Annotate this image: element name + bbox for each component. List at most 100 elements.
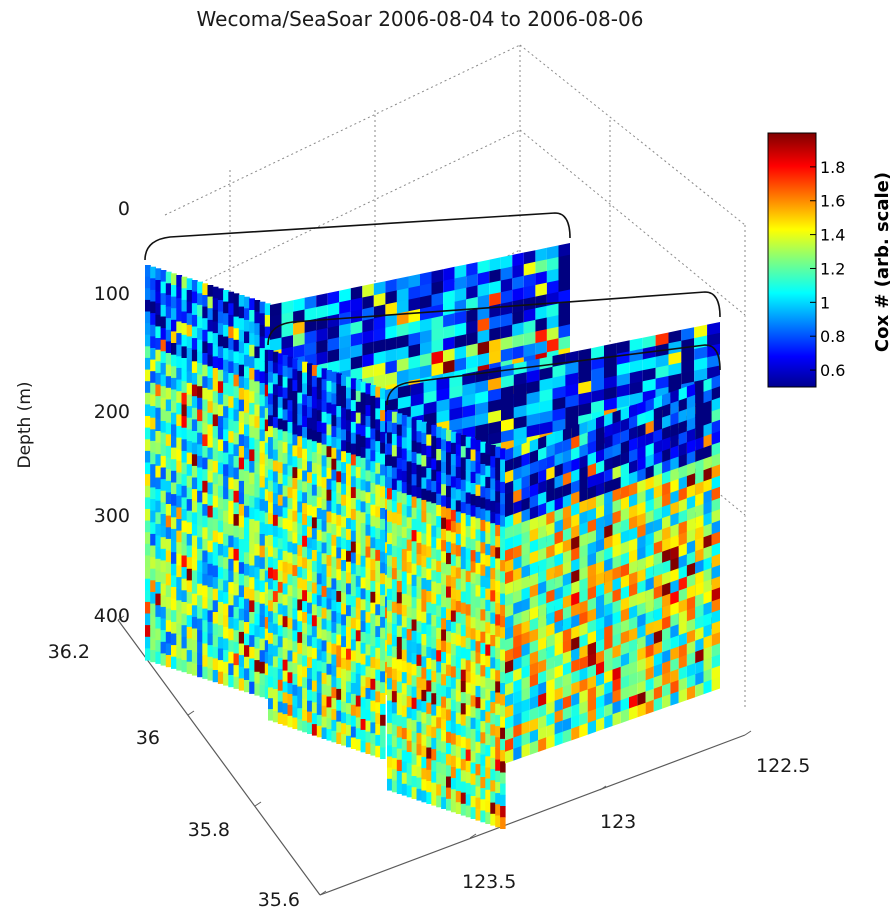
heatmap-cell xyxy=(155,419,162,432)
heatmap-cell xyxy=(489,350,501,365)
heatmap-cell xyxy=(521,597,530,613)
heatmap-cell xyxy=(485,476,491,489)
heatmap-cell xyxy=(505,637,514,652)
heatmap-cell xyxy=(431,626,437,638)
heatmap-cell xyxy=(480,687,486,700)
heatmap-cell xyxy=(612,689,621,704)
heatmap-cell xyxy=(197,409,203,422)
heatmap-cell xyxy=(416,777,422,790)
heatmap-cell xyxy=(485,555,491,567)
heatmap-cell xyxy=(355,456,362,468)
heatmap-cell xyxy=(228,477,235,490)
heatmap-cell xyxy=(431,338,444,354)
curtain-section xyxy=(386,344,721,829)
heatmap-cell xyxy=(277,407,284,420)
heatmap-cell xyxy=(686,573,696,589)
heatmap-cell xyxy=(339,334,351,350)
heatmap-cell xyxy=(223,290,229,303)
heatmap-cell xyxy=(155,605,162,618)
heatmap-cell xyxy=(212,588,219,601)
heatmap-cell xyxy=(341,690,347,703)
heatmap-cell xyxy=(387,767,393,780)
heatmap-cell xyxy=(207,308,214,321)
heatmap-cell xyxy=(637,680,646,695)
heatmap-cell xyxy=(391,758,398,770)
heatmap-cell xyxy=(612,487,621,503)
heatmap-cell xyxy=(176,507,183,520)
heatmap-cell xyxy=(370,504,376,517)
heatmap-cell xyxy=(360,664,367,677)
heatmap-cell xyxy=(145,625,151,638)
heatmap-cell xyxy=(207,401,214,414)
heatmap-cell xyxy=(346,420,352,432)
heatmap-cell xyxy=(264,407,271,421)
heatmap-cell xyxy=(387,600,393,612)
heatmap-cell xyxy=(331,600,337,612)
heatmap-cell xyxy=(596,482,605,498)
heatmap-cell xyxy=(421,466,427,479)
heatmap-cell xyxy=(321,390,328,402)
heatmap-cell xyxy=(612,566,621,581)
heatmap-cell xyxy=(637,579,646,595)
heatmap-cell xyxy=(339,299,351,315)
heatmap-cell xyxy=(431,648,437,661)
heatmap-cell xyxy=(695,459,704,474)
heatmap-cell xyxy=(538,536,547,551)
heatmap-cell xyxy=(181,474,188,487)
heatmap-cell xyxy=(513,372,527,387)
heatmap-cell xyxy=(254,671,261,684)
heatmap-cell xyxy=(212,344,219,357)
heatmap-cell xyxy=(165,399,172,412)
heatmap-cell xyxy=(477,306,490,321)
heatmap-cell xyxy=(401,560,408,573)
heatmap-cell xyxy=(259,301,266,314)
heatmap-cell xyxy=(217,555,224,568)
heatmap-cell xyxy=(465,760,472,773)
heatmap-cell xyxy=(539,421,553,436)
heatmap-cell xyxy=(176,635,183,648)
heatmap-cell xyxy=(346,616,352,628)
heatmap-cell xyxy=(485,499,491,511)
heatmap-cell xyxy=(272,395,279,407)
heatmap-cell xyxy=(396,558,403,571)
heatmap-cell xyxy=(228,570,235,583)
heatmap-cell xyxy=(272,504,279,516)
heatmap-cell xyxy=(579,566,588,582)
heatmap-cell xyxy=(488,431,501,446)
heatmap-cell xyxy=(670,534,679,550)
heatmap-cell xyxy=(336,416,342,429)
heatmap-cell xyxy=(145,613,151,626)
heatmap-cell xyxy=(238,446,245,459)
heatmap-cell xyxy=(360,686,367,698)
heatmap-cell xyxy=(212,414,219,427)
heatmap-cell xyxy=(460,457,467,470)
heatmap-cell xyxy=(207,563,214,576)
heatmap-cell xyxy=(513,511,522,526)
heatmap-cell xyxy=(197,281,203,294)
heatmap-cell xyxy=(446,787,452,800)
heatmap-cell xyxy=(450,476,457,489)
heatmap-cell xyxy=(375,691,381,703)
heatmap-cell xyxy=(259,580,266,593)
heatmap-cell xyxy=(277,701,284,714)
heatmap-cell xyxy=(207,587,214,600)
heatmap-cell xyxy=(512,252,524,268)
heatmap-cell xyxy=(670,490,679,505)
heatmap-cell xyxy=(326,674,332,687)
heatmap-cell xyxy=(387,521,393,534)
heatmap-cell xyxy=(302,524,308,537)
heatmap-cell xyxy=(670,601,679,617)
heatmap-cell xyxy=(401,605,408,617)
heatmap-cell xyxy=(355,521,362,533)
heatmap-cell xyxy=(176,414,183,427)
heatmap-cell xyxy=(207,505,214,518)
heatmap-cell xyxy=(212,519,219,532)
heatmap-cell xyxy=(500,750,506,762)
heatmap-cell xyxy=(321,531,328,544)
heatmap-cell xyxy=(490,478,496,491)
heatmap-cell xyxy=(406,774,413,787)
heatmap-cell xyxy=(686,417,696,432)
heatmap-cell xyxy=(562,561,572,576)
heatmap-cell xyxy=(396,692,403,705)
heatmap-cell xyxy=(362,353,374,368)
